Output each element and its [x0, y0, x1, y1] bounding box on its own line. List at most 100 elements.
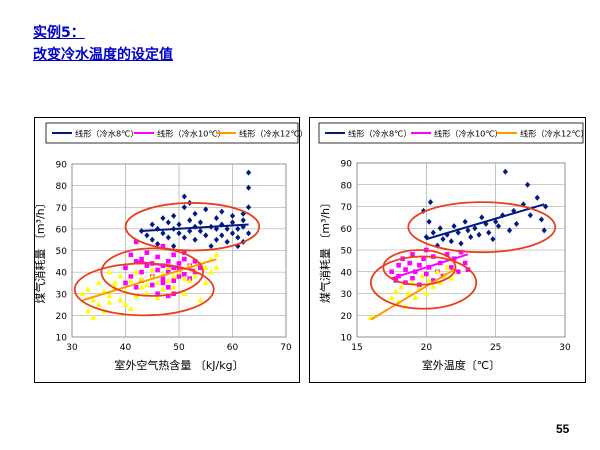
slide-title-line1: 实例5：: [33, 25, 85, 41]
data-point: [426, 277, 433, 283]
data-point: [106, 299, 113, 305]
y-tick-label: 60: [341, 225, 353, 235]
highlight-ellipse: [73, 262, 215, 317]
data-point: [127, 305, 134, 312]
trend-line-blue: [426, 203, 545, 241]
data-point: [181, 193, 187, 200]
y-tick-label: 30: [56, 290, 68, 300]
data-point: [430, 283, 437, 290]
data-point: [79, 290, 86, 296]
data-point: [160, 230, 166, 237]
data-point: [144, 263, 150, 268]
data-point: [202, 279, 209, 286]
data-point: [106, 292, 113, 299]
trend-line-magenta: [391, 253, 469, 280]
data-point: [171, 243, 177, 250]
data-point: [513, 220, 520, 227]
data-point: [468, 233, 474, 240]
data-point: [155, 241, 161, 248]
y-tick-label: 20: [56, 312, 68, 322]
data-point: [245, 184, 252, 191]
data-point: [170, 273, 177, 279]
data-point: [143, 290, 150, 296]
legend: 线形（冷水8℃） 线形（冷水10℃） 线形（冷水12℃）: [318, 122, 589, 144]
trend-line-yellow: [370, 268, 455, 321]
data-point: [95, 301, 102, 307]
y-axis-title: 煤气消耗量 〔m³/h〕: [33, 197, 47, 303]
data-point: [144, 250, 150, 255]
data-point: [138, 275, 145, 281]
data-point: [155, 291, 160, 297]
y-tick-label: 80: [341, 181, 353, 191]
data-point: [154, 294, 161, 301]
data-point: [213, 215, 220, 222]
data-point: [430, 229, 436, 236]
trend-line-yellow: [82, 258, 217, 302]
data-point: [495, 223, 502, 230]
data-point: [192, 259, 198, 264]
legend-label: 线形（冷水10℃）: [434, 129, 503, 139]
data-point: [462, 260, 468, 266]
x-tick-label: 40: [120, 343, 132, 353]
chart-left: 线形（冷水8℃） 线形（冷水10℃） 线形（冷水12℃） 10 20 30 40 50 60 70…: [33, 117, 308, 383]
data-point: [90, 297, 97, 303]
data-point: [182, 271, 187, 277]
data-point: [106, 268, 113, 275]
data-point: [166, 293, 171, 299]
data-point: [197, 228, 203, 235]
data-point: [138, 228, 145, 235]
series-yellow: [79, 251, 220, 320]
highlight-ellipse: [100, 247, 204, 297]
data-point: [427, 199, 434, 206]
x-axis-title: 室外空气热含量 〔kJ/kg〕: [114, 358, 243, 372]
highlight-ellipse: [124, 202, 261, 252]
legend-label: 线形（冷水8℃）: [75, 129, 139, 139]
page-number: 55: [556, 422, 570, 436]
data-point: [154, 279, 161, 286]
data-point: [423, 290, 430, 296]
data-point: [165, 264, 172, 270]
x-tick-label: 25: [490, 343, 501, 353]
data-point: [197, 219, 203, 226]
y-axis-title: 煤气消耗量 〔m³/h〕: [318, 197, 332, 303]
y-tick-label: 90: [341, 160, 353, 170]
data-point: [444, 264, 451, 270]
data-point: [192, 273, 199, 279]
data-point: [203, 206, 209, 213]
data-point: [139, 269, 144, 275]
data-point: [166, 259, 171, 264]
data-point: [123, 280, 128, 286]
data-point: [479, 214, 485, 221]
data-point: [171, 212, 177, 219]
data-point: [392, 288, 399, 294]
data-point: [486, 229, 492, 236]
data-point: [149, 273, 156, 279]
data-point: [166, 284, 171, 290]
data-point: [128, 252, 134, 258]
data-point: [245, 169, 252, 176]
data-point: [455, 269, 461, 275]
data-point: [203, 232, 209, 239]
data-point: [388, 294, 395, 301]
data-point: [149, 266, 156, 273]
x-tick-label: 30: [559, 343, 571, 353]
legend-label: 线形（冷水10℃）: [157, 129, 226, 139]
data-point: [155, 254, 160, 260]
data-point: [181, 290, 188, 296]
data-point: [111, 279, 118, 286]
data-point: [420, 207, 427, 214]
data-point: [202, 264, 209, 270]
x-tick-label: 15: [351, 343, 362, 353]
data-point: [139, 256, 144, 262]
slide-title-line2: 改变冷水温度的设定值: [33, 47, 173, 63]
trend-line-blue: [141, 223, 249, 233]
data-point: [155, 267, 160, 273]
data-point: [133, 239, 139, 245]
data-point: [149, 282, 155, 288]
data-point: [434, 268, 441, 274]
data-point: [176, 221, 182, 228]
legend-label: 线形（冷水12℃）: [520, 129, 589, 139]
data-point: [403, 267, 408, 272]
data-point: [224, 225, 230, 232]
data-point: [458, 240, 464, 247]
